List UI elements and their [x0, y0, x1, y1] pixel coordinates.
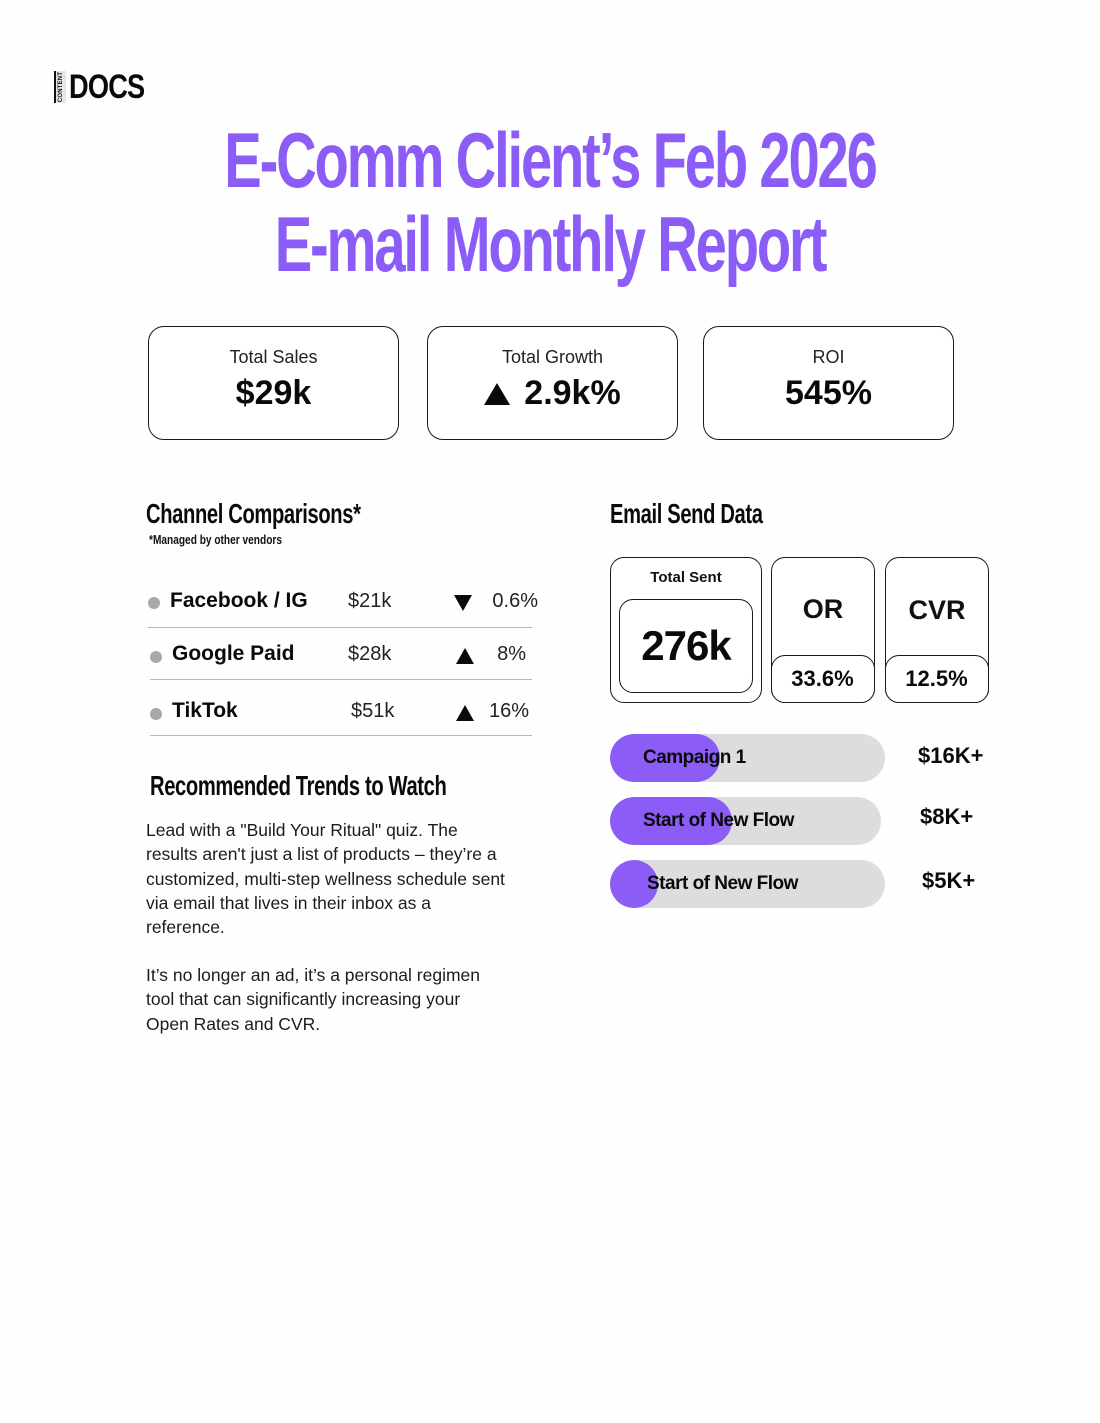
- triangle-up-icon: [484, 382, 511, 405]
- channel-row-tiktok: TikTok $51k 16%: [150, 682, 532, 736]
- page-title-line-1: E-Comm Client’s Feb 2026: [224, 116, 878, 204]
- trends-heading: Recommended Trends to Watch: [150, 770, 447, 801]
- stat-value-text: 2.9k%: [524, 374, 621, 412]
- stat-value-text: $29k: [235, 374, 312, 412]
- brand-tag: CONTENT: [54, 71, 66, 103]
- campaign-bar-2: Start of New Flow: [610, 797, 881, 845]
- page-title-line-2: E-mail Monthly Report: [274, 200, 828, 288]
- stat-label: Total Sales: [229, 347, 318, 367]
- campaign-label: Campaign 1: [643, 747, 746, 768]
- channel-comparisons-note: *Managed by other vendors: [149, 532, 282, 547]
- brand-logo: CONTENT DOCS: [54, 70, 163, 104]
- page-title: E-Comm Client’s Feb 2026 E-mail Monthly …: [0, 118, 1100, 286]
- triangle-up-icon: [456, 705, 474, 721]
- stat-card-total-growth: Total Growth 2.9k%: [427, 326, 678, 440]
- triangle-down-icon: [454, 595, 472, 611]
- channel-name: TikTok: [172, 699, 238, 722]
- campaign-label: Start of New Flow: [643, 810, 794, 831]
- channel-row-facebook: Facebook / IG $21k 0.6%: [148, 574, 538, 628]
- channel-change: 0.6%: [492, 590, 538, 612]
- total-sent-label: Total Sent: [650, 569, 722, 586]
- trends-paragraph-2: It’s no longer an ad, it’s a personal re…: [146, 965, 481, 1034]
- campaign-value: $8K+: [920, 804, 974, 829]
- campaign-bar-fill: [610, 860, 658, 908]
- channel-amount: $21k: [348, 590, 392, 612]
- brand-name: DOCS: [69, 68, 145, 106]
- bullet-icon: [150, 708, 162, 720]
- campaign-label: Start of New Flow: [647, 873, 798, 894]
- campaign-bar-fill: [610, 734, 720, 782]
- channel-amount: $28k: [348, 643, 392, 665]
- campaign-bar-fill: [610, 797, 732, 845]
- stat-value: 2.9k%: [428, 374, 677, 413]
- channel-name: Facebook / IG: [170, 589, 308, 612]
- total-sent-value: 276k: [619, 599, 753, 693]
- open-rate-card: OR 33.6%: [770, 557, 875, 703]
- channel-row-google: Google Paid $28k 8%: [150, 626, 532, 680]
- stat-card-total-sales: Total Sales $29k: [148, 326, 399, 440]
- email-send-heading: Email Send Data: [610, 498, 763, 529]
- cvr-value: 12.5%: [884, 655, 989, 703]
- campaign-bar-1: Campaign 1: [610, 734, 885, 782]
- trends-paragraph-1: Lead with a "Build Your Ritual" quiz. Th…: [146, 820, 505, 938]
- brand-tag-text: CONTENT: [58, 71, 64, 103]
- open-rate-label: OR: [802, 594, 844, 624]
- channel-name: Google Paid: [172, 642, 295, 665]
- channel-change: 8%: [497, 643, 526, 665]
- stat-label: Total Growth: [501, 347, 604, 367]
- channel-change: 16%: [488, 700, 529, 722]
- bullet-icon: [148, 597, 160, 609]
- cvr-label: CVR: [908, 595, 966, 625]
- stat-label: ROI: [812, 347, 845, 367]
- campaign-value: $16K+: [918, 743, 984, 768]
- stat-card-roi: ROI 545%: [703, 326, 954, 440]
- total-sent-card: Total Sent 276k: [610, 557, 762, 703]
- stat-value-text: 545%: [785, 374, 872, 412]
- channel-comparisons-heading: Channel Comparisons*: [146, 498, 361, 529]
- stat-value: $29k: [149, 374, 398, 413]
- stat-value: 545%: [704, 374, 953, 413]
- campaign-value: $5K+: [922, 868, 976, 893]
- bullet-icon: [150, 651, 162, 663]
- campaign-bar-3: Start of New Flow: [610, 860, 885, 908]
- open-rate-value: 33.6%: [770, 655, 875, 703]
- triangle-up-icon: [456, 648, 474, 664]
- channel-amount: $51k: [351, 700, 395, 722]
- cvr-card: CVR 12.5%: [884, 557, 989, 703]
